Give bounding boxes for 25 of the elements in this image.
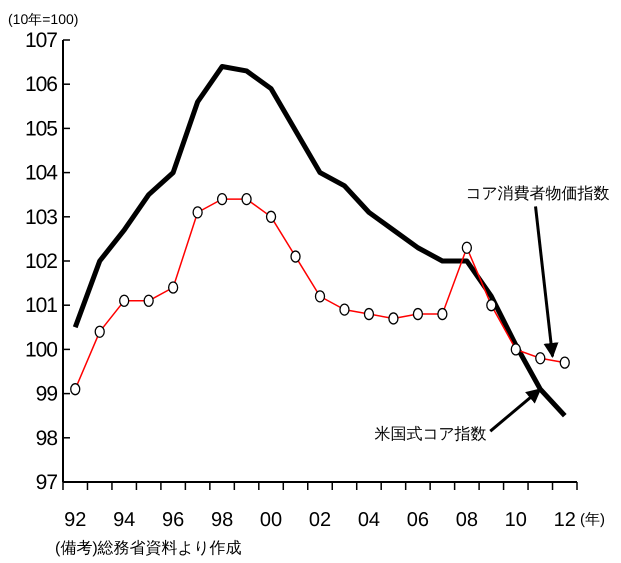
x-tick-label: 02: [308, 509, 332, 531]
y-axis-title: (10年=100): [8, 11, 78, 27]
y-tick-label: 97: [36, 471, 58, 494]
y-tick-label: 98: [36, 426, 58, 450]
y-tick-label: 100: [24, 338, 58, 362]
x-tick-label: 04: [358, 509, 380, 531]
x-tick-label: 96: [162, 509, 184, 531]
x-axis-title: (年): [580, 511, 605, 528]
y-tick-label: 106: [24, 73, 58, 96]
y-tick-label: 101: [24, 294, 58, 318]
y-tick-label: 107: [24, 29, 58, 52]
y-tick-label: 105: [24, 117, 58, 140]
y-tick-label: 99: [36, 382, 58, 406]
x-tick-label: 08: [456, 509, 478, 531]
x-tick-label: 92: [64, 509, 86, 531]
x-tick-label: 94: [113, 509, 136, 531]
x-tick-label: 98: [210, 509, 234, 531]
x-tick-label: 12: [554, 509, 576, 531]
y-tick-label: 103: [24, 206, 58, 229]
x-tick-label: 10: [504, 509, 527, 531]
x-tick-label: 00: [260, 509, 282, 531]
y-tick-label: 102: [24, 250, 58, 273]
y-tick-label: 104: [24, 162, 58, 185]
x-tick-label: 06: [406, 509, 430, 531]
text: (備考)総務省資料より作成: [55, 539, 242, 557]
